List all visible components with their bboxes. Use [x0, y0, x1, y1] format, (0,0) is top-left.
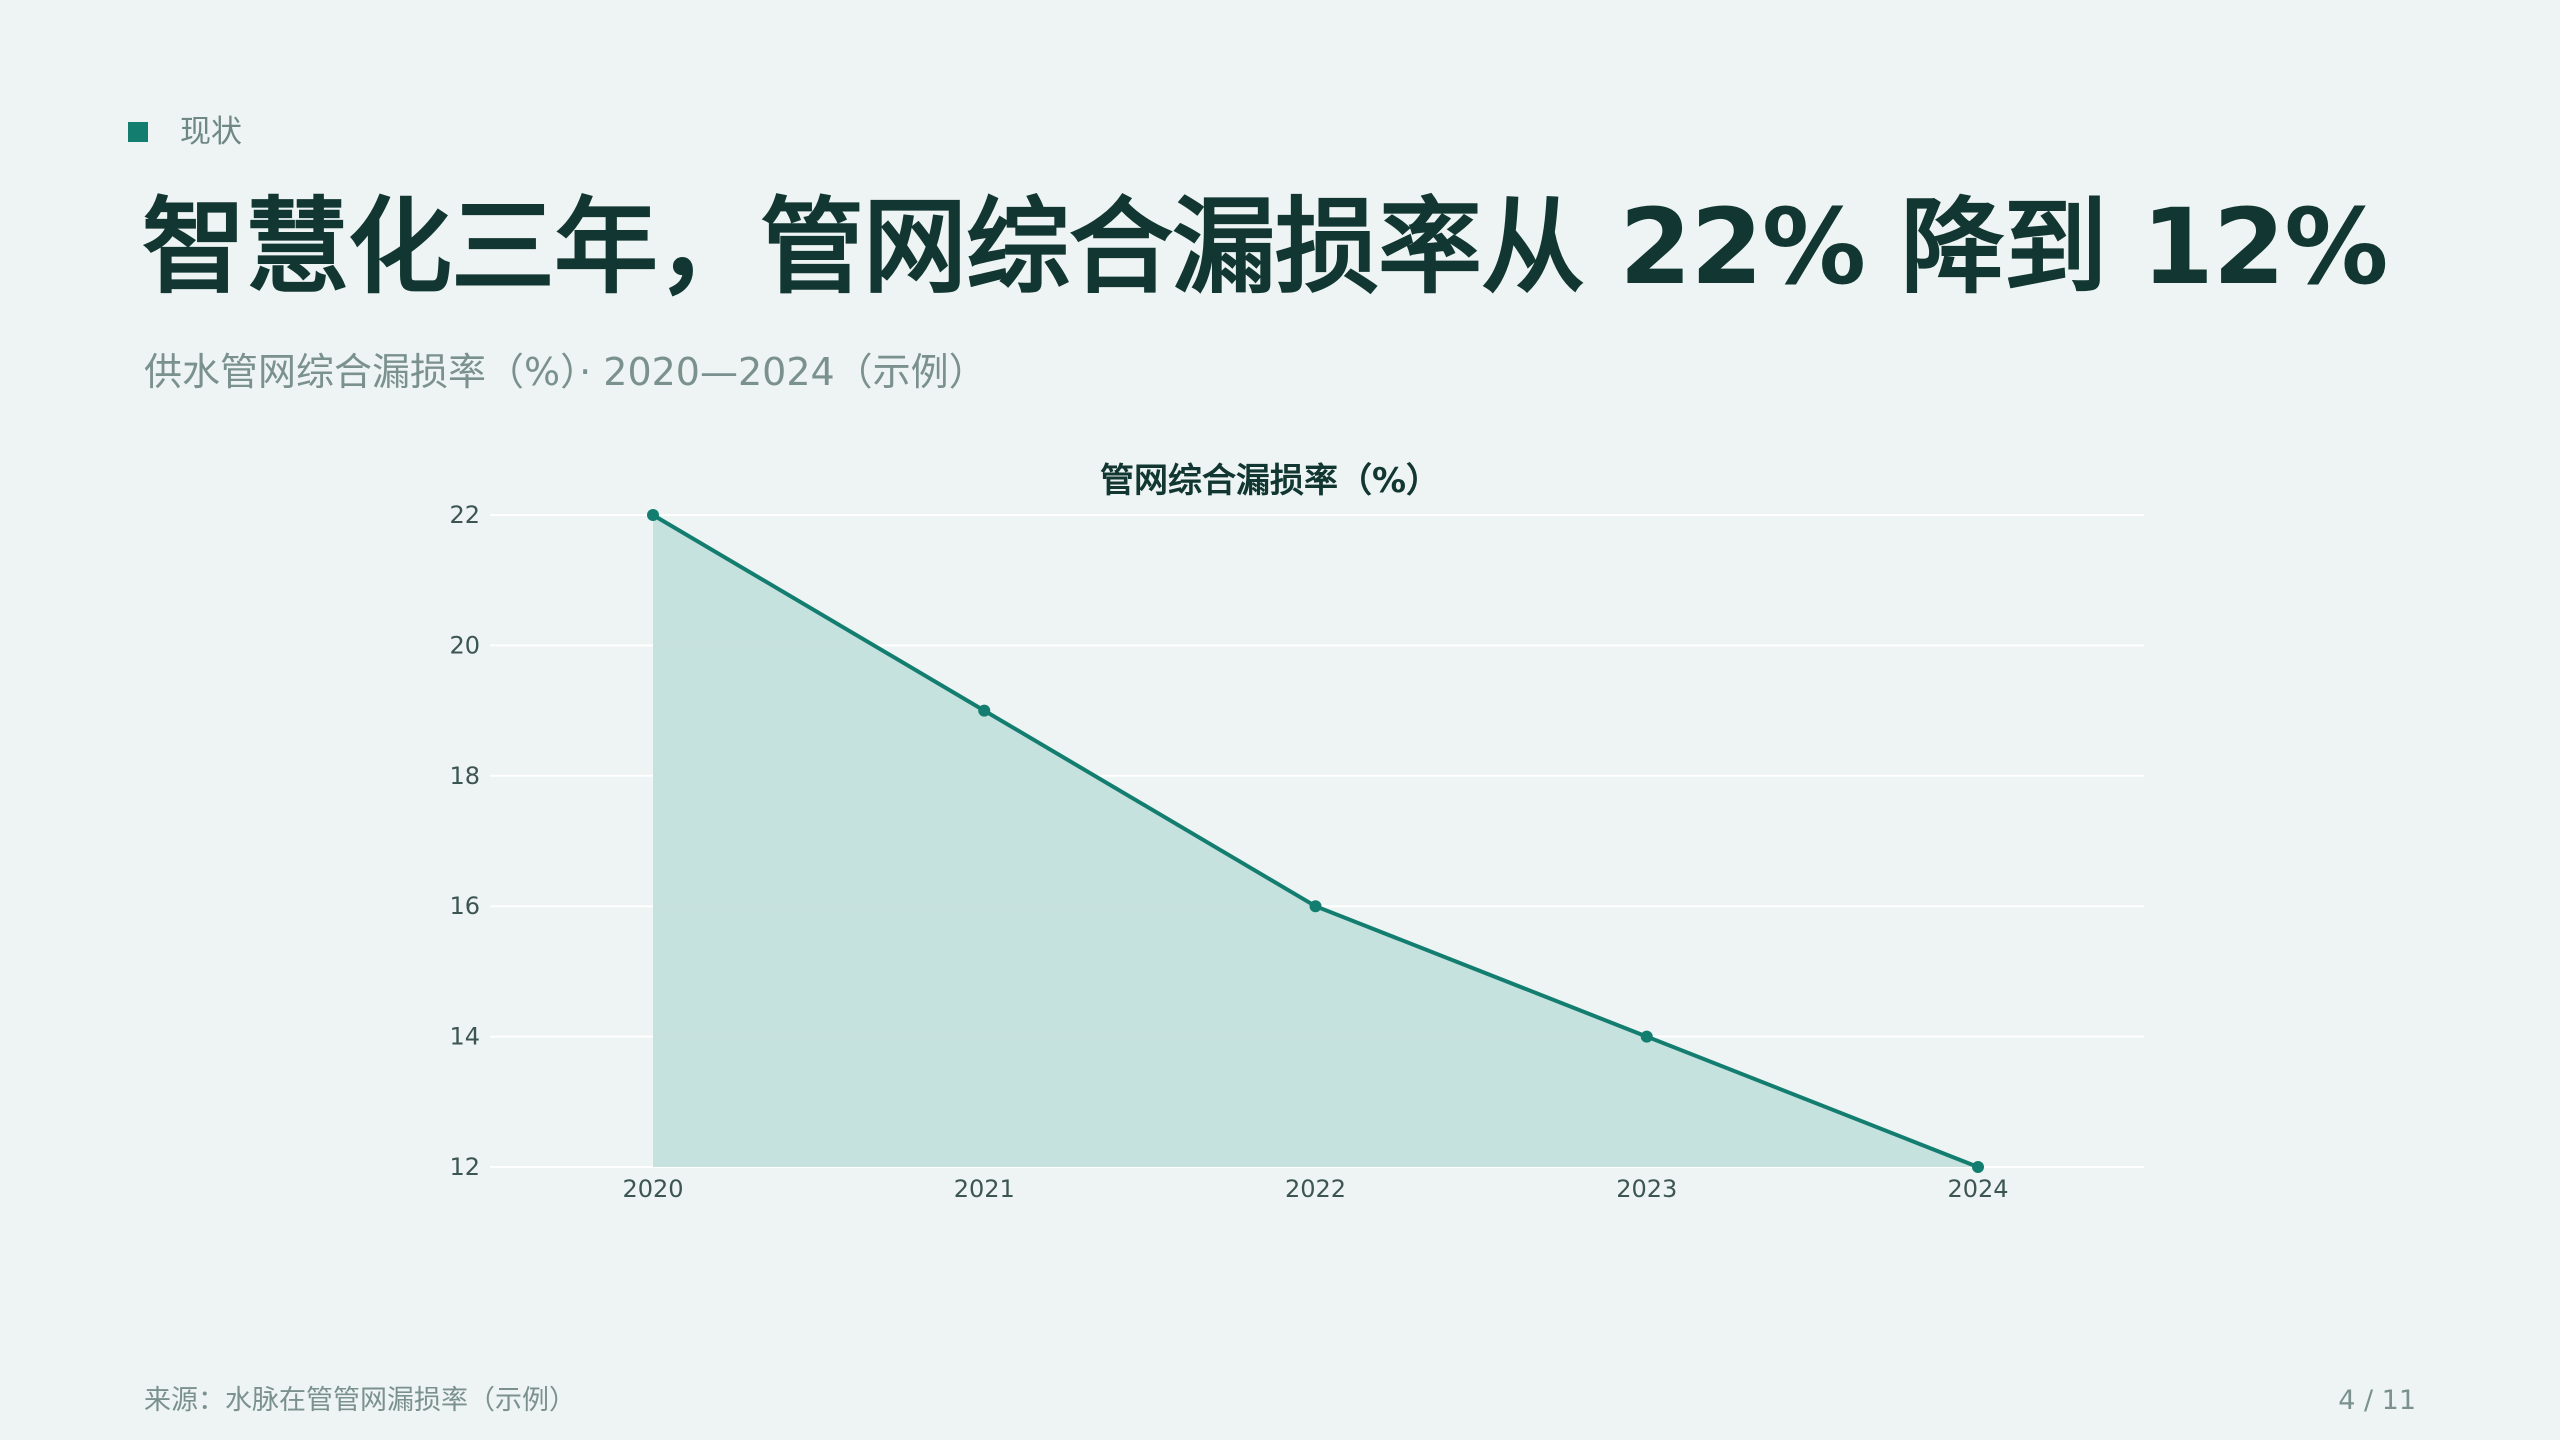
section-tag: 现状: [128, 112, 242, 152]
y-tick-label: 20: [449, 631, 480, 659]
x-tick-label: 2023: [1616, 1175, 1677, 1203]
chart-title: 管网综合漏损率（%）: [1100, 461, 1440, 501]
y-tick-label: 12: [449, 1153, 480, 1181]
data-point: [1640, 1030, 1653, 1043]
point-layer: [647, 509, 1984, 1173]
series-area-fill: [653, 515, 1978, 1167]
section-marker-square-icon: [128, 122, 148, 142]
x-axis: 2020 2021 2022 2023 2024: [622, 1175, 2008, 1203]
data-point: [647, 509, 659, 521]
page-number: 4 / 11: [2338, 1385, 2416, 1416]
x-tick-label: 2021: [954, 1175, 1015, 1203]
page-title: 智慧化三年，管网综合漏损率从 22% 降到 12%: [142, 186, 2388, 308]
data-point: [1309, 900, 1322, 913]
x-tick-label: 2022: [1285, 1175, 1346, 1203]
y-tick-label: 16: [449, 892, 480, 920]
data-point: [978, 704, 991, 717]
section-label: 现状: [180, 114, 242, 150]
y-tick-label: 18: [449, 762, 480, 790]
page-subtitle: 供水管网综合漏损率（%）· 2020—2024（示例）: [144, 350, 987, 394]
y-tick-label: 22: [449, 501, 480, 529]
data-point: [1972, 1161, 1984, 1173]
y-tick-label: 14: [449, 1023, 480, 1051]
y-axis: 12 14 16 18 20 22: [449, 501, 480, 1181]
source-note: 来源：水脉在管管网漏损率（示例）: [144, 1385, 576, 1416]
leakage-rate-chart: 管网综合漏损率（%） 12 14 16 18 20 22 2020 2021 2022 2023…: [0, 440, 2560, 1240]
area-layer: [653, 515, 1978, 1167]
x-tick-label: 2024: [1947, 1175, 2008, 1203]
x-tick-label: 2020: [622, 1175, 683, 1203]
